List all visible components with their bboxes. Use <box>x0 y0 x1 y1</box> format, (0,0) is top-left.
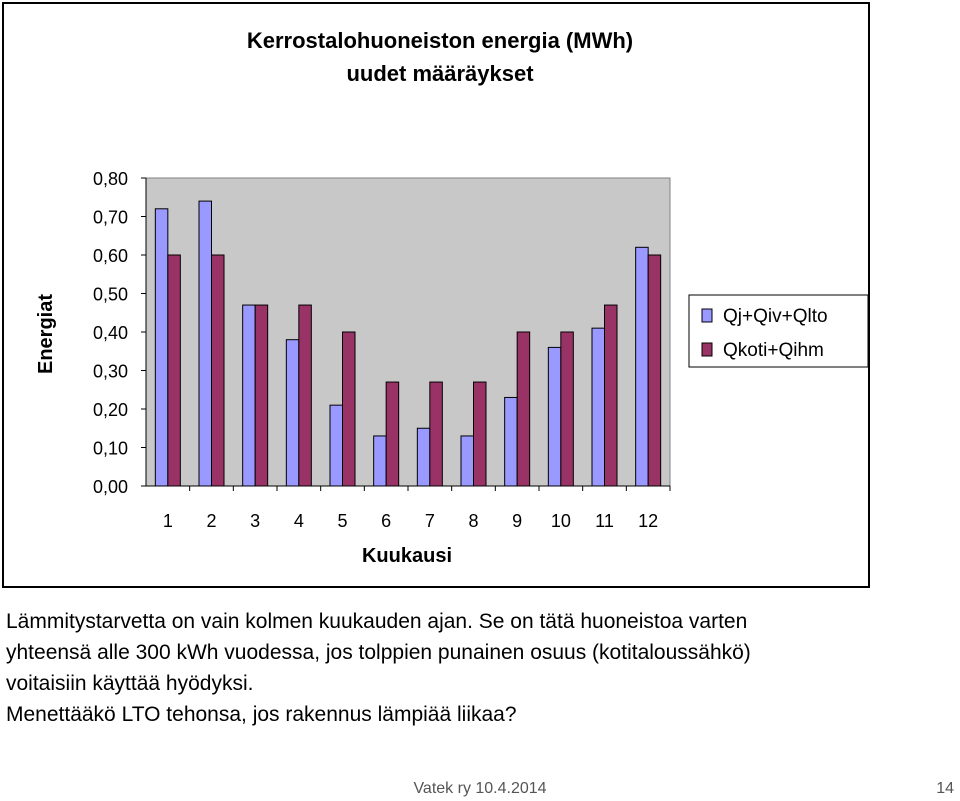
x-tick-label: 2 <box>206 511 216 531</box>
legend-box <box>688 294 869 368</box>
y-tick-label: 0,20 <box>93 400 128 420</box>
bar-qj-qiv-qlto <box>635 246 649 487</box>
bar-qj-qiv-qlto <box>416 427 431 487</box>
x-tick-label: 5 <box>337 511 347 531</box>
chart-title: Kerrostalohuoneiston energia (MWh) <box>247 28 633 53</box>
x-tick-label: 7 <box>425 511 435 531</box>
bar-qj-qiv-qlto <box>329 404 343 487</box>
body-text: Lämmitystarvetta on vain kolmen kuukaude… <box>6 606 956 730</box>
bar-qkoti-qihm <box>604 304 618 487</box>
x-tick-label: 9 <box>512 511 522 531</box>
y-tick-label: 0,30 <box>93 362 128 382</box>
bar-qj-qiv-qlto <box>504 396 518 487</box>
bar-qj-qiv-qlto <box>591 327 605 487</box>
legend-swatch <box>701 342 713 357</box>
bar-qkoti-qihm <box>211 254 225 487</box>
legend: Qj+Qiv+Qlto Qkoti+Qihm <box>688 294 869 368</box>
bar-qkoti-qihm <box>254 304 269 487</box>
x-tick-label: 10 <box>551 511 571 531</box>
bar-qj-qiv-qlto <box>154 208 169 487</box>
x-tick-label: 11 <box>595 511 614 531</box>
bar-qj-qiv-qlto <box>373 435 387 487</box>
bar-qkoti-qihm <box>298 304 312 487</box>
x-tick-label: 6 <box>381 511 391 531</box>
y-tick-label: 0,00 <box>93 477 128 497</box>
x-tick-label: 12 <box>638 511 658 531</box>
legend-label: Qj+Qiv+Qlto <box>723 306 828 327</box>
bar-qj-qiv-qlto <box>242 304 256 487</box>
bar-qj-qiv-qlto <box>547 346 562 487</box>
y-tick-label: 0,80 <box>93 169 128 189</box>
body-text-line-4: Menettääkö LTO tehonsa, jos rakennus läm… <box>6 703 517 726</box>
bar-qkoti-qihm <box>385 381 400 487</box>
footer-source: Vatek ry 10.4.2014 <box>413 780 547 797</box>
x-tick-label: 3 <box>250 511 260 531</box>
x-axis-title: Kuukausi <box>362 545 452 567</box>
page-number: 14 <box>936 780 954 797</box>
plot-area: 0,000,100,200,300,400,500,600,700,801 2 3 4… <box>93 169 671 531</box>
chart-frame: Kerrostalohuoneiston energia (MWh) uudet… <box>2 2 870 588</box>
legend-swatch <box>701 308 713 323</box>
body-text-line-2: yhteensä alle 300 kWh vuodessa, jos tolp… <box>6 641 751 664</box>
y-tick-label: 0,70 <box>93 208 128 228</box>
y-tick-label: 0,10 <box>93 439 128 459</box>
bar-qkoti-qihm <box>516 331 531 487</box>
chart-svg: Kerrostalohuoneiston energia (MWh) uudet… <box>35 28 869 567</box>
body-text-line-1: Lämmitystarvetta on vain kolmen kuukaude… <box>6 610 748 633</box>
y-axis-title: Energiat <box>35 294 57 374</box>
bar-qkoti-qihm <box>342 331 356 487</box>
bar-qkoti-qihm <box>473 381 487 487</box>
y-tick-label: 0,60 <box>93 246 128 266</box>
x-tick-label: 4 <box>294 511 304 531</box>
body-text-line-3: voitaisiin käyttää hyödyksi. <box>6 672 254 695</box>
bar-qj-qiv-qlto <box>460 435 474 487</box>
bar-qkoti-qihm <box>167 254 181 487</box>
bar-qkoti-qihm <box>429 381 443 487</box>
bar-qj-qiv-qlto <box>285 339 300 487</box>
x-tick-label: 8 <box>468 511 478 531</box>
y-tick-label: 0,40 <box>93 323 128 343</box>
chart-subtitle: uudet määräykset <box>346 61 534 86</box>
y-tick-label: 0,50 <box>93 285 128 305</box>
x-tick-label: 1 <box>163 511 173 531</box>
bar-qj-qiv-qlto <box>198 200 212 487</box>
bar-qkoti-qihm <box>647 254 662 487</box>
plot-background <box>145 177 671 487</box>
legend-label: Qkoti+Qihm <box>723 340 824 361</box>
bar-qkoti-qihm <box>560 331 574 487</box>
